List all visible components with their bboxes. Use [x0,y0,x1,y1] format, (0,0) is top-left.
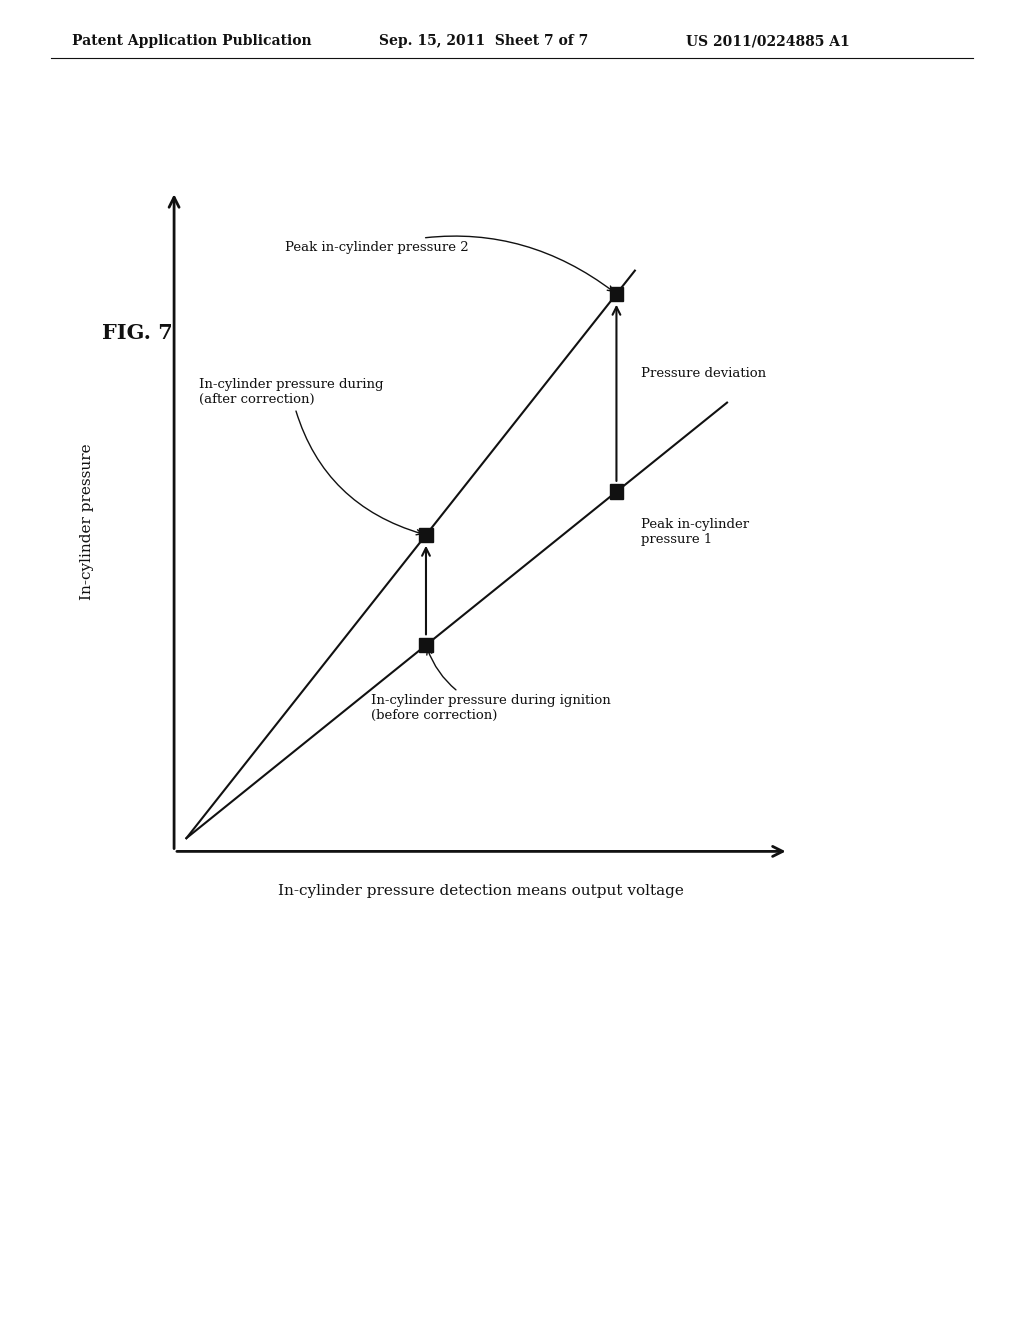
Bar [609,286,624,301]
Bar [609,484,624,499]
Text: Peak in-cylinder pressure 2: Peak in-cylinder pressure 2 [285,236,613,292]
Text: Sep. 15, 2011  Sheet 7 of 7: Sep. 15, 2011 Sheet 7 of 7 [379,34,588,49]
Bar [419,638,433,652]
Text: In-cylinder pressure during
(after correction): In-cylinder pressure during (after corre… [199,378,422,535]
Text: US 2011/0224885 A1: US 2011/0224885 A1 [686,34,850,49]
Text: Pressure deviation: Pressure deviation [641,367,766,380]
Text: In-cylinder pressure detection means output voltage: In-cylinder pressure detection means out… [279,884,684,898]
Text: In-cylinder pressure during ignition
(before correction): In-cylinder pressure during ignition (be… [371,649,610,722]
Text: Patent Application Publication: Patent Application Publication [72,34,311,49]
Text: Peak in-cylinder
pressure 1: Peak in-cylinder pressure 1 [641,519,750,546]
Text: In-cylinder pressure: In-cylinder pressure [80,444,94,599]
Bar [419,528,433,543]
Text: FIG. 7: FIG. 7 [102,323,173,343]
